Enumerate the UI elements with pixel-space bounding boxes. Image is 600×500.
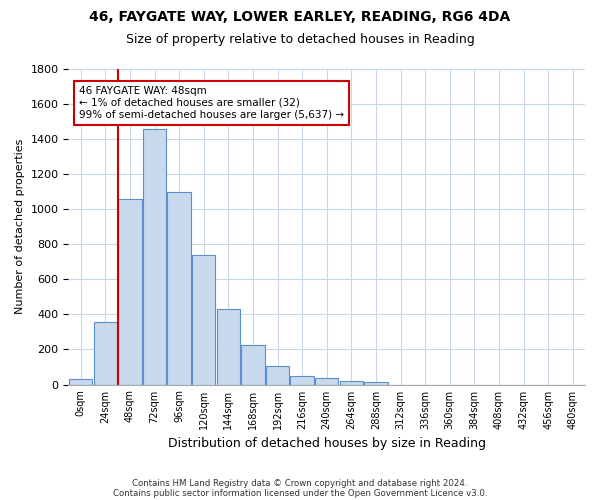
Y-axis label: Number of detached properties: Number of detached properties [15, 139, 25, 314]
Bar [290, 376, 314, 384]
Bar [266, 366, 289, 384]
Bar [118, 198, 142, 384]
Bar [217, 309, 240, 384]
Bar [364, 382, 388, 384]
X-axis label: Distribution of detached houses by size in Reading: Distribution of detached houses by size … [168, 437, 486, 450]
Text: 46, FAYGATE WAY, LOWER EARLEY, READING, RG6 4DA: 46, FAYGATE WAY, LOWER EARLEY, READING, … [89, 10, 511, 24]
Bar [167, 192, 191, 384]
Bar [340, 381, 363, 384]
Text: 46 FAYGATE WAY: 48sqm
← 1% of detached houses are smaller (32)
99% of semi-detac: 46 FAYGATE WAY: 48sqm ← 1% of detached h… [79, 86, 344, 120]
Bar [192, 255, 215, 384]
Text: Contains HM Land Registry data © Crown copyright and database right 2024.: Contains HM Land Registry data © Crown c… [132, 478, 468, 488]
Text: Size of property relative to detached houses in Reading: Size of property relative to detached ho… [125, 32, 475, 46]
Text: Contains public sector information licensed under the Open Government Licence v3: Contains public sector information licen… [113, 488, 487, 498]
Bar [315, 378, 338, 384]
Bar [241, 345, 265, 385]
Bar [143, 128, 166, 384]
Bar [94, 322, 117, 384]
Bar [69, 380, 92, 384]
